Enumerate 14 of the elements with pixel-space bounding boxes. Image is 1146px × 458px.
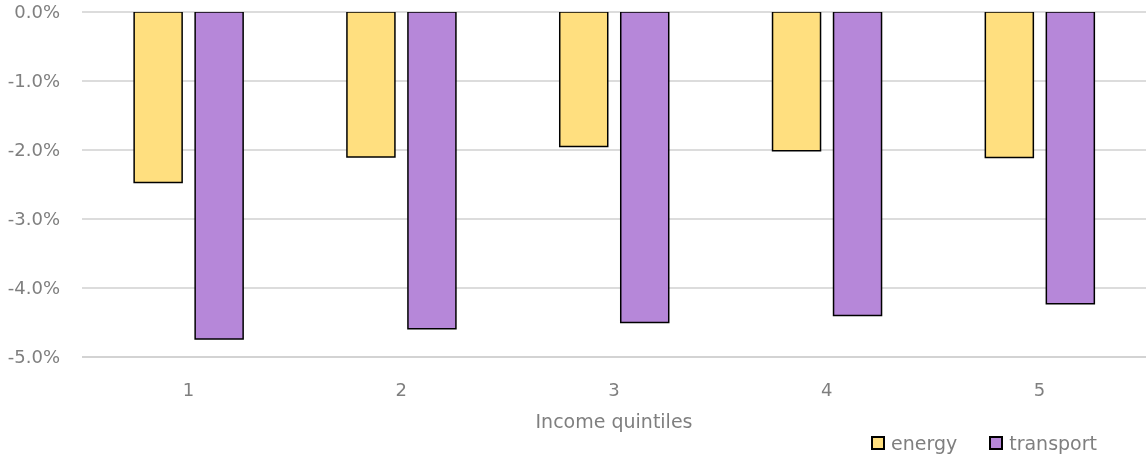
legend-label: energy xyxy=(891,432,958,454)
legend-label: transport xyxy=(1009,432,1097,454)
y-tick-label: -2.0% xyxy=(7,139,60,161)
y-tick-label: -3.0% xyxy=(7,208,60,230)
x-tick-label: 4 xyxy=(821,378,833,400)
x-tick-label: 3 xyxy=(608,378,620,400)
x-tick-label: 2 xyxy=(395,378,407,400)
x-axis-title: Income quintiles xyxy=(535,410,693,433)
y-tick-label: -5.0% xyxy=(7,346,60,368)
y-tick-label: -4.0% xyxy=(7,277,60,299)
y-tick-label: -1.0% xyxy=(7,70,60,92)
y-tick-label: 0.0% xyxy=(14,1,60,23)
x-tick-label: 5 xyxy=(1033,378,1046,400)
x-tick-label: 1 xyxy=(182,378,195,400)
